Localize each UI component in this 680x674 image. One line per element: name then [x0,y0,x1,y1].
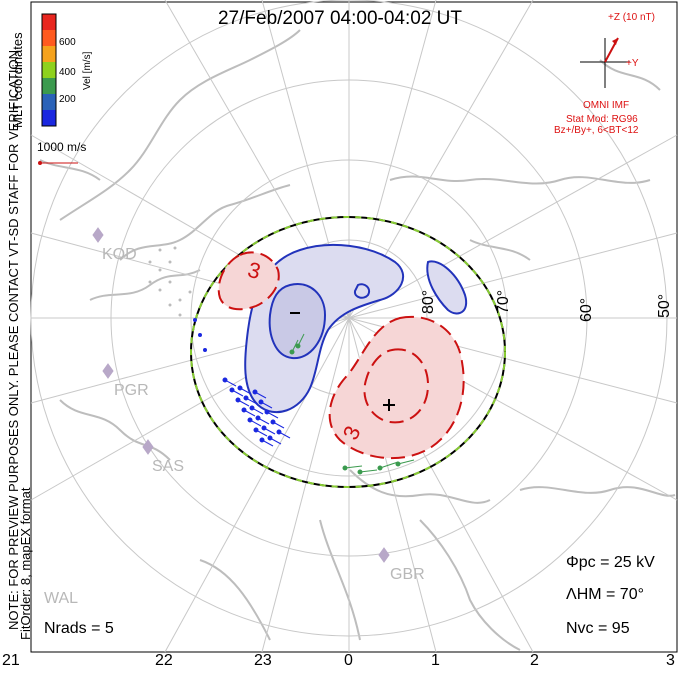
negative-cell [244,243,468,414]
site-gbr-marker [378,547,390,563]
colorbar-segment [42,30,56,47]
imf-z-label: +Z (10 nT) [608,12,655,23]
velocity-vectors [148,246,415,475]
lat-label-70: 70° [495,289,512,314]
site-kod-marker [92,227,104,243]
velocity-scale-label: 1000 m/s [37,140,87,154]
imf-condition: Bz+/By+, 6<BT<12 [554,125,639,136]
colorbar-tick-200: 200 [59,94,76,105]
plot-title: 27/Feb/2007 04:00-04:02 UT [217,8,462,29]
station-label-gbr: GBR [390,566,425,583]
mlt-label-2: 2 [530,652,539,669]
colorbar-frame [41,13,57,127]
station-label-wal: WAL [44,590,79,607]
colorbar-segment [42,78,56,95]
imf-y-label: +Y [626,58,639,69]
imf-source: OMNI IMF [583,100,630,111]
colorbar-segment [42,46,56,63]
site-sas-marker [142,439,154,455]
station-label-sas: SAS [152,458,185,475]
stat-n-vc: Nvc = 95 [566,620,630,637]
colorbar-segment [42,94,56,111]
mlt-label-22: 22 [155,652,173,669]
hm-boundary-dash [190,216,506,488]
colorbar-segment [42,14,56,31]
mlt-label-23: 23 [254,652,272,669]
stat-lambda-hm: ΛHM = 70° [566,586,644,603]
colorbar-tick-600: 600 [59,37,76,48]
lat-label-50: 50° [656,293,673,318]
radar-sites [92,227,390,563]
imf-model: Stat Mod: RG96 [566,114,638,125]
mlt-label-1: 1 [431,652,440,669]
fit-order-note: FitOrder: 8, mapEX format [18,487,33,640]
potential-extrema [290,312,395,411]
mlt-label-21: 21 [2,652,20,669]
mlt-label-3: 3 [666,652,675,669]
lat-label-80: 80° [420,289,437,314]
site-pgr-marker [102,363,114,379]
lat-label-60: 60° [578,297,595,322]
colorbar-segment [42,110,56,127]
colorbar-segment [42,62,56,79]
mlt-label-0: 0 [344,652,353,669]
station-label-pgr: PGR [114,382,149,399]
stat-phi-pc: Φpc = 25 kV [566,554,655,571]
stat-n-rads: Nrads = 5 [44,620,114,637]
velocity-colorbar [41,13,57,127]
positive-cell [217,251,465,460]
station-label-kod: KOD [102,246,137,263]
colorbar-axis-label: Vel [m/s] [82,51,93,90]
colorbar-tick-400: 400 [59,67,76,78]
imf-clock [580,37,630,88]
velocity-scale-bar [38,161,78,165]
